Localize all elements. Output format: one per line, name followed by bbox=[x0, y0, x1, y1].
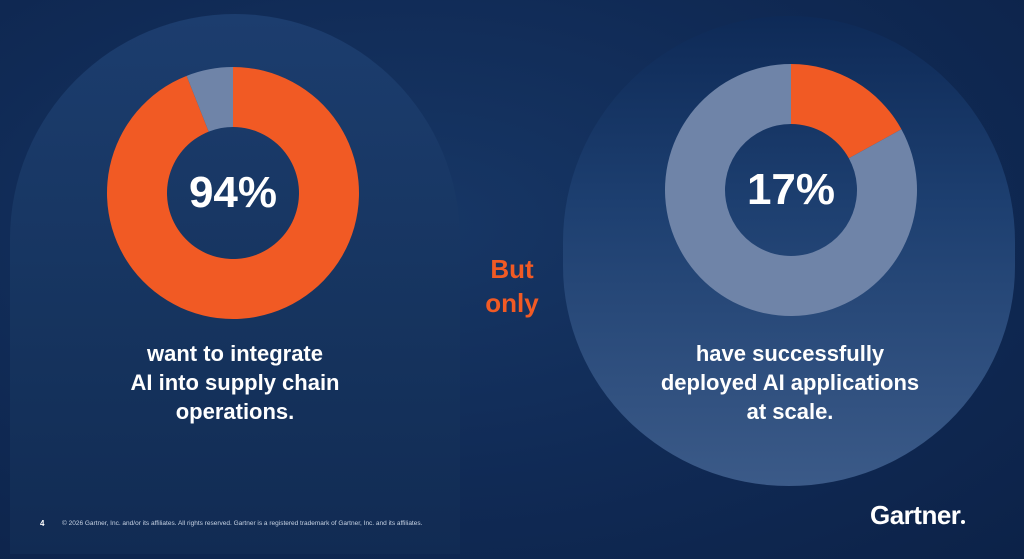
connector-text: But only bbox=[462, 252, 562, 320]
right-caption-line: deployed AI applications bbox=[660, 370, 920, 395]
connector-line-but: But bbox=[490, 254, 534, 284]
donut-chart-left bbox=[107, 67, 360, 320]
donut-slice-highlight bbox=[791, 64, 902, 159]
gartner-logo: Gartner bbox=[870, 500, 966, 531]
left-percentage-label: 94% bbox=[188, 168, 278, 217]
right-caption-line: have successfully bbox=[695, 341, 885, 366]
copyright-text: © 2026 Gartner, Inc. and/or its affiliat… bbox=[62, 520, 423, 527]
right-caption-line: at scale. bbox=[746, 399, 834, 424]
donut-slice-remainder bbox=[186, 67, 233, 132]
donut-chart-right bbox=[665, 64, 917, 317]
donut-slice-remainder bbox=[665, 64, 917, 317]
left-caption: want to integrate AI into supply chain o… bbox=[90, 339, 380, 426]
logo-text: Gartner bbox=[870, 500, 961, 530]
left-caption-line: want to integrate bbox=[146, 341, 323, 366]
page-number: 4 bbox=[40, 519, 45, 528]
right-caption: have successfully deployed AI applicatio… bbox=[620, 339, 960, 426]
left-caption-line: AI into supply chain bbox=[130, 370, 340, 395]
left-caption-line: operations. bbox=[175, 399, 295, 424]
logo-dot bbox=[961, 520, 966, 524]
right-percentage-label: 17% bbox=[746, 165, 836, 214]
connector-line-only: only bbox=[485, 288, 539, 318]
donut-slice-highlight bbox=[107, 67, 360, 320]
